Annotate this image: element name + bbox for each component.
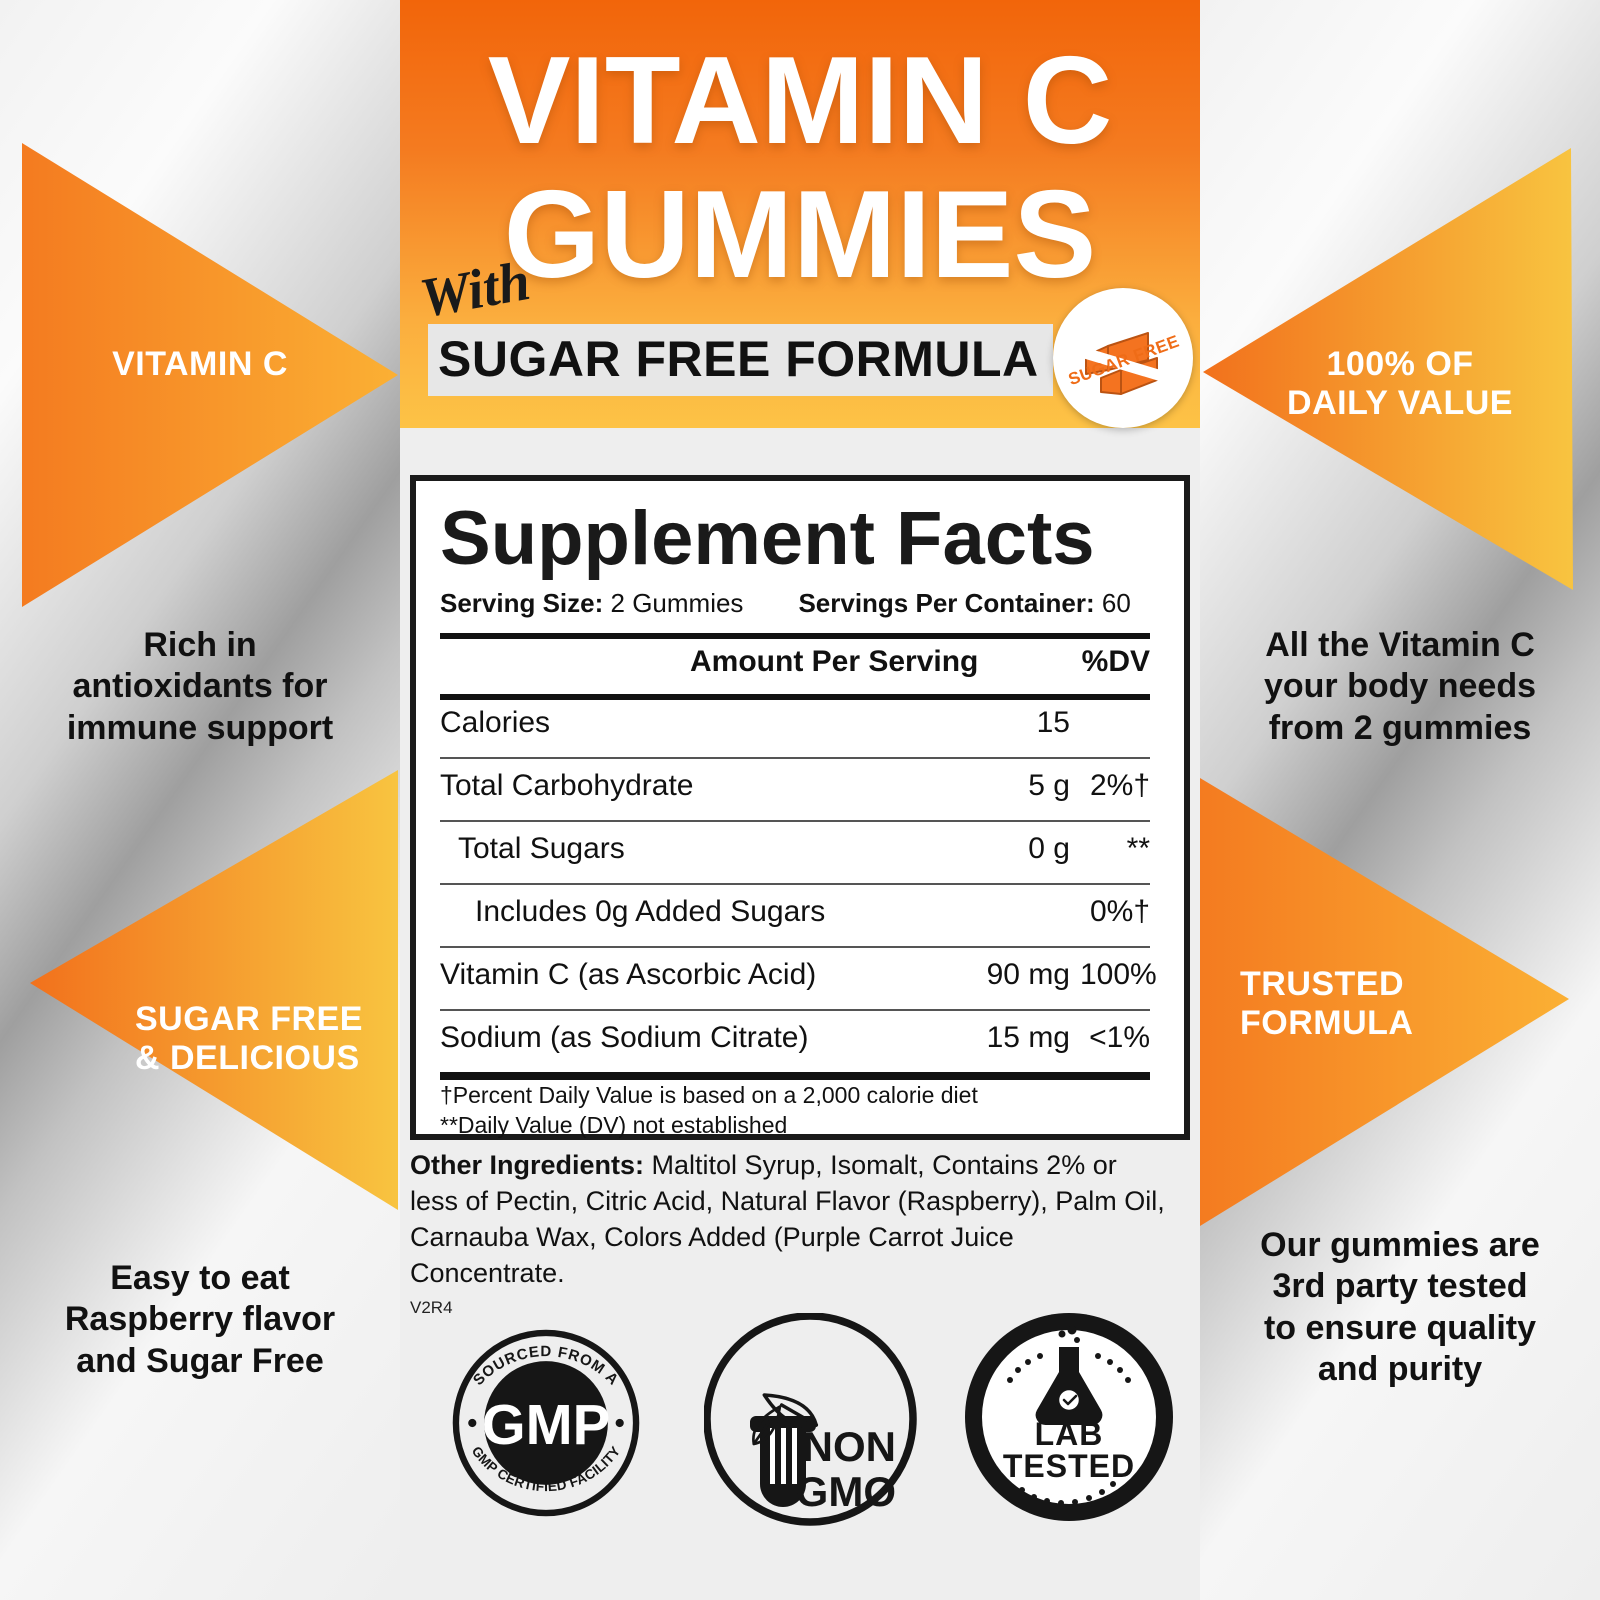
svg-text:LAB: LAB (1035, 1416, 1104, 1452)
svg-text:GMO: GMO (796, 1468, 896, 1515)
svg-text:GMP: GMP (482, 1393, 610, 1456)
svg-text:NON: NON (803, 1423, 896, 1470)
svg-text:TESTED: TESTED (1003, 1448, 1135, 1484)
